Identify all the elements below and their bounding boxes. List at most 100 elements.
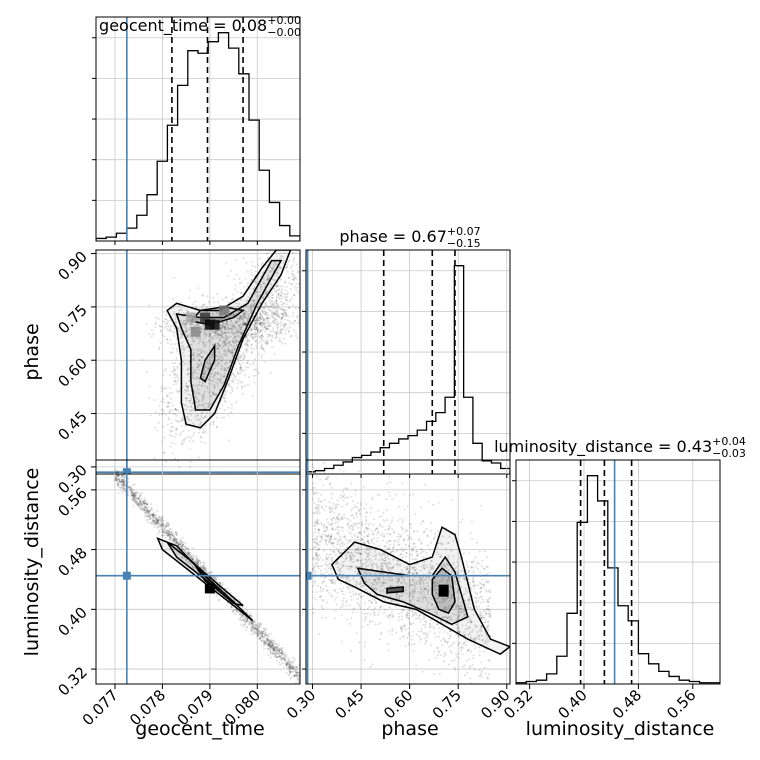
sample-point xyxy=(117,485,120,488)
sample-point xyxy=(295,282,298,285)
sample-point xyxy=(134,496,137,499)
sample-point xyxy=(270,303,273,306)
sample-point xyxy=(455,619,458,622)
sample-point xyxy=(342,596,345,599)
sample-point xyxy=(118,478,121,481)
sample-point xyxy=(263,306,266,309)
sample-point xyxy=(268,644,271,647)
sample-point xyxy=(296,286,299,289)
sample-point xyxy=(262,319,265,322)
sample-point xyxy=(217,362,220,365)
sample-point xyxy=(145,519,148,522)
sample-point xyxy=(243,316,246,319)
sample-point xyxy=(281,313,284,316)
sample-point xyxy=(225,369,228,372)
sample-point xyxy=(272,313,275,316)
sample-point xyxy=(354,493,357,496)
sample-point xyxy=(260,632,263,635)
sample-point xyxy=(192,556,195,559)
sample-point xyxy=(388,606,391,609)
sample-point xyxy=(292,329,295,332)
sample-point xyxy=(296,315,299,318)
sample-point xyxy=(348,539,351,542)
sample-point xyxy=(457,643,460,646)
sample-point xyxy=(151,513,154,516)
sample-point xyxy=(269,650,272,653)
sample-point xyxy=(268,639,271,642)
sample-point xyxy=(189,405,192,408)
sample-point xyxy=(227,383,230,386)
sample-point xyxy=(208,571,211,574)
sample-point xyxy=(234,334,237,337)
sample-point xyxy=(162,374,165,377)
sample-point xyxy=(116,472,119,475)
sample-point xyxy=(163,401,166,404)
sample-point xyxy=(196,318,199,321)
sample-point xyxy=(217,347,220,350)
sample-point xyxy=(227,406,230,409)
sample-point xyxy=(354,539,357,542)
sample-point xyxy=(255,326,258,329)
sample-point xyxy=(161,516,164,519)
sample-point xyxy=(335,561,338,564)
sample-point xyxy=(188,349,191,352)
sample-point xyxy=(266,639,269,642)
sample-point xyxy=(139,500,142,503)
sample-point xyxy=(256,627,259,630)
sample-point xyxy=(285,655,288,658)
sample-point xyxy=(466,627,469,630)
sample-point xyxy=(184,324,187,327)
sample-point xyxy=(168,523,171,526)
sample-point xyxy=(129,493,132,496)
sample-point xyxy=(165,531,168,534)
sample-point xyxy=(211,570,214,573)
sample-point xyxy=(233,608,236,611)
sample-point xyxy=(185,397,188,400)
sample-point xyxy=(217,344,220,347)
sample-point xyxy=(485,638,488,641)
sample-point xyxy=(243,307,246,310)
sample-point xyxy=(337,529,340,532)
sample-point xyxy=(347,585,350,588)
sample-point xyxy=(246,618,249,621)
sample-point xyxy=(202,375,205,378)
sample-point xyxy=(172,539,175,542)
sample-point xyxy=(252,361,255,364)
sample-point xyxy=(179,433,182,436)
sample-point xyxy=(273,654,276,657)
sample-point xyxy=(480,626,483,629)
sample-point xyxy=(303,282,305,284)
sample-point xyxy=(147,515,150,518)
sample-point xyxy=(168,533,171,536)
sample-point xyxy=(202,324,205,327)
sample-point xyxy=(187,435,190,438)
sample-point xyxy=(280,312,283,315)
sample-point xyxy=(167,528,170,531)
sample-point xyxy=(177,309,180,312)
sample-point xyxy=(227,274,230,277)
sample-point xyxy=(313,566,316,569)
sample-point xyxy=(164,527,167,530)
sample-point xyxy=(147,521,150,524)
sample-point xyxy=(146,509,149,512)
sample-point xyxy=(287,665,290,668)
sample-point xyxy=(148,515,151,518)
sample-point xyxy=(246,617,249,620)
sample-point xyxy=(198,381,201,384)
sample-point xyxy=(246,319,249,322)
sample-point xyxy=(240,332,243,335)
sample-point xyxy=(216,342,219,345)
sample-point xyxy=(151,513,154,516)
sample-point xyxy=(132,493,135,496)
sample-point xyxy=(248,312,251,315)
sample-point xyxy=(198,559,201,562)
sample-point xyxy=(278,288,281,291)
sample-point xyxy=(230,380,233,383)
sample-point xyxy=(196,366,199,369)
sample-point xyxy=(216,347,219,350)
sample-point xyxy=(182,319,185,322)
sample-point xyxy=(458,627,461,630)
sample-point xyxy=(252,624,255,627)
sample-point xyxy=(226,587,229,590)
sample-point xyxy=(403,538,406,541)
